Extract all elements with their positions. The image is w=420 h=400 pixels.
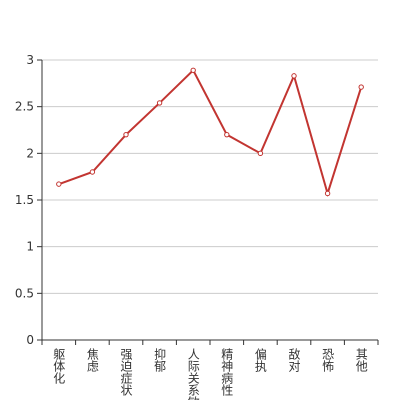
point xyxy=(89,169,96,175)
x-tick-label: 敌对 xyxy=(287,347,301,372)
point xyxy=(291,73,297,79)
x-tick-label: 躯体化 xyxy=(52,347,66,385)
y-tick-label: 1 xyxy=(26,240,34,254)
x-tick-label: 精神病性 xyxy=(220,348,234,397)
point xyxy=(123,131,129,138)
x-tick-label: 恐怖 xyxy=(321,348,335,372)
x-tick-label: 抑郁 xyxy=(153,347,167,373)
x-tick-label: 焦虑 xyxy=(85,348,99,372)
point xyxy=(224,131,230,138)
x-tick-label: 偏执 xyxy=(253,347,267,373)
x-tick-label: 人际关系敏感 xyxy=(186,348,200,400)
line xyxy=(58,68,363,197)
point xyxy=(257,150,264,157)
y-tick-label: 0 xyxy=(26,333,34,347)
y-tick-label: 2 xyxy=(26,146,34,160)
point xyxy=(190,67,196,73)
point xyxy=(156,100,163,106)
y-tick-label: 0.5 xyxy=(15,286,34,300)
y-tick-label: 3 xyxy=(26,53,34,67)
point xyxy=(56,181,62,187)
x-tick-label: 其他 xyxy=(354,348,368,372)
point xyxy=(324,190,331,197)
y-tick-label: 2.5 xyxy=(15,100,34,114)
point xyxy=(358,84,364,90)
x-tick-label: 强迫症状 xyxy=(119,348,133,396)
y-tick-label: 1.5 xyxy=(15,193,34,207)
